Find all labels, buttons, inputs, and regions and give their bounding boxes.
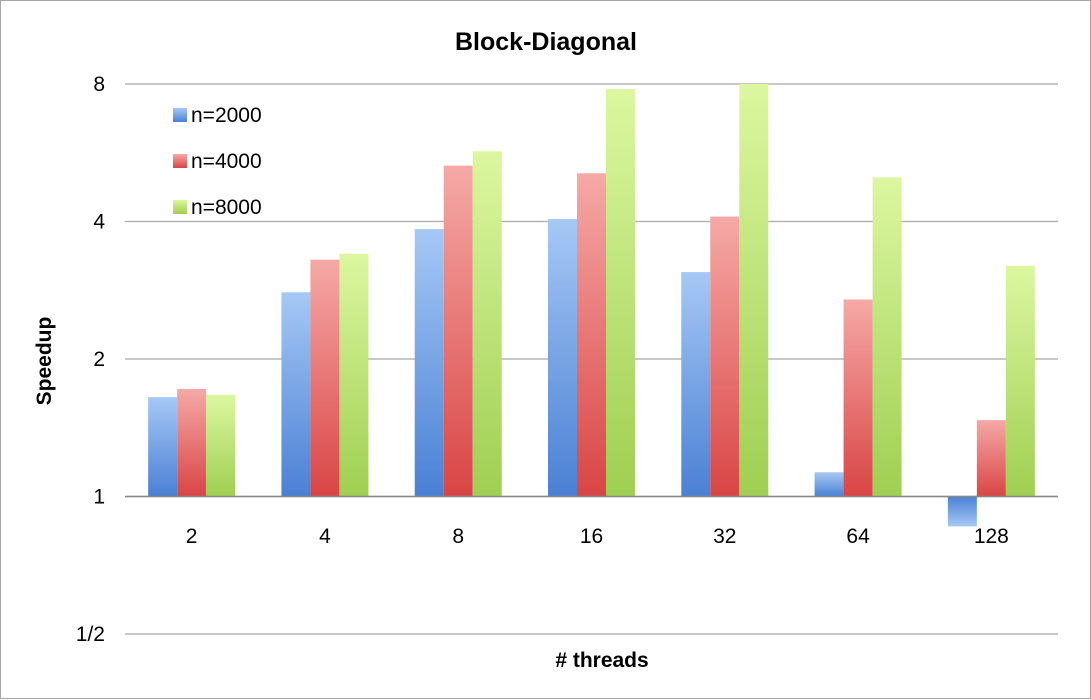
bar-n=8000-2 — [206, 394, 236, 497]
bar-n=4000-4 — [310, 259, 340, 497]
x-axis-title: # threads — [555, 649, 648, 672]
bar-n=8000-64 — [872, 177, 902, 497]
bars — [148, 84, 1035, 527]
bar-n=8000-32 — [739, 84, 769, 497]
legend-swatch-n=8000 — [173, 200, 187, 214]
bar-n=8000-128 — [1005, 265, 1035, 497]
bar-n=4000-32 — [710, 216, 740, 497]
legend: n=2000 n=4000 n=8000 — [173, 104, 262, 219]
x-tick-label: 16 — [580, 525, 603, 548]
x-tick-label: 4 — [319, 525, 331, 548]
bar-n=8000-4 — [339, 253, 369, 497]
legend-swatch-n=4000 — [173, 154, 187, 168]
legend-label: n=2000 — [191, 104, 262, 127]
y-axis-title: Speedup — [33, 317, 56, 406]
y-tick-labels: 1/2 1 2 4 8 — [76, 73, 106, 646]
bar-n=4000-8 — [443, 165, 473, 497]
y-tick-label: 2 — [93, 348, 105, 371]
bar-n=4000-16 — [577, 173, 606, 497]
bar-n=8000-16 — [606, 89, 635, 497]
bar-n=2000-32 — [681, 272, 711, 497]
y-tick-label: 1 — [93, 486, 105, 509]
bar-n=2000-64 — [814, 472, 844, 497]
y-tick-label: 1/2 — [76, 623, 105, 646]
bar-n=2000-4 — [281, 292, 311, 497]
x-tick-label: 2 — [186, 525, 198, 548]
bar-n=2000-128 — [947, 496, 977, 527]
bar-n=4000-64 — [843, 299, 873, 497]
x-tick-label: 8 — [452, 525, 464, 548]
bar-n=2000-16 — [548, 219, 577, 497]
x-tick-label: 32 — [713, 525, 736, 548]
bar-n=2000-8 — [414, 229, 444, 497]
x-tick-label: 64 — [846, 525, 870, 548]
chart-title: Block-Diagonal — [455, 28, 637, 56]
y-tick-label: 8 — [93, 73, 105, 96]
bar-n=4000-128 — [976, 420, 1006, 497]
legend-label: n=8000 — [191, 196, 262, 219]
bar-n=8000-8 — [472, 151, 502, 497]
bar-n=2000-2 — [148, 397, 178, 497]
y-tick-label: 4 — [93, 211, 105, 234]
legend-swatch-n=2000 — [173, 108, 187, 122]
x-tick-label: 128 — [974, 525, 1009, 548]
bar-n=4000-2 — [177, 388, 207, 497]
legend-label: n=4000 — [191, 150, 262, 173]
x-tick-labels: 2 4 8 16 32 64 128 — [186, 525, 1009, 548]
